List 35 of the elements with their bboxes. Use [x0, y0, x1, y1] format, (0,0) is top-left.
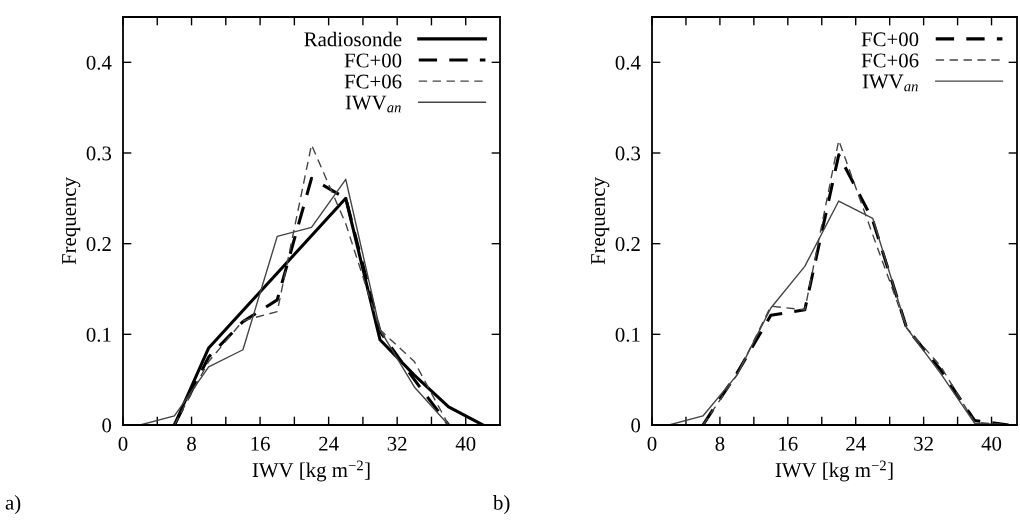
x-tick-label: 16: [779, 436, 798, 451]
y-tick-label: 0: [102, 418, 112, 433]
y-tick-label: 0.2: [615, 237, 640, 252]
y-tick-label: 0.3: [86, 146, 112, 161]
legend-label: Radiosonde: [304, 31, 402, 47]
x-tick-label: 32: [914, 436, 933, 451]
x-tick-label: 16: [251, 436, 270, 451]
y-tick-label: 0.1: [86, 327, 111, 342]
x-tick-label: 8: [187, 436, 196, 451]
legend-label: FC+00: [344, 53, 402, 68]
x-tick-label: 0: [647, 436, 657, 451]
y-axis-title: Frequency: [62, 177, 81, 265]
x-tick-label: 8: [715, 436, 725, 451]
y-tick-label: 0: [631, 418, 641, 433]
x-axis-title: IWV [kg m$^{−2}$]: [252, 460, 370, 482]
x-tick-label: 40: [455, 436, 476, 451]
x-tick-label: 0: [118, 436, 128, 451]
x-axis-title: IWV [kg m$^{−2}$]: [775, 460, 893, 482]
x-tick-label: 32: [387, 436, 407, 451]
text: a): [5, 495, 21, 514]
text: b): [493, 495, 510, 514]
y-tick-label: 0.3: [615, 146, 641, 161]
legend-label: FC+06: [344, 74, 402, 89]
y-tick-label: 0.2: [86, 237, 111, 252]
y-tick-label: 0.1: [615, 327, 640, 342]
y-tick-label: 0.4: [86, 55, 112, 70]
legend-label: IWV$_{an}$: [862, 74, 918, 92]
x-tick-label: 40: [981, 436, 1002, 451]
legend-label: FC+06: [861, 53, 919, 68]
y-tick-label: 0.4: [615, 55, 641, 70]
x-tick-label: 24: [319, 436, 339, 451]
y-axis-title: Frequency: [591, 177, 610, 265]
legend-label: FC+00: [861, 32, 919, 47]
legend-label: IWV$_{an}$: [345, 95, 401, 113]
x-tick-label: 24: [846, 436, 866, 451]
